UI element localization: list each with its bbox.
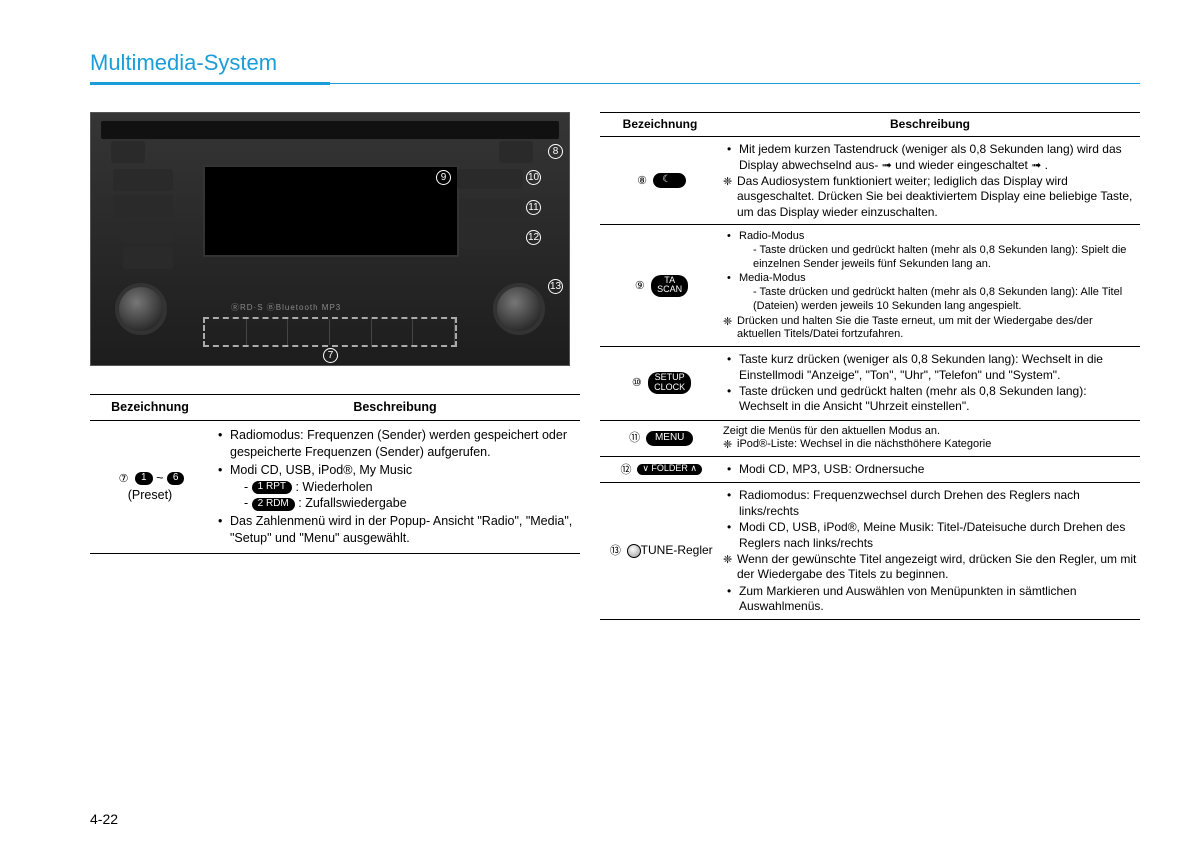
key-menu: MENU — [646, 431, 693, 446]
folder-btn — [459, 229, 523, 249]
power-vol-knob — [115, 283, 167, 335]
dim-button — [499, 141, 533, 163]
r8-snow: Das Audiosystem funktioniert weiter; led… — [723, 174, 1137, 220]
key-1: 1 — [135, 472, 153, 485]
r7-b2a: - 1 RPT : Wiederholen — [230, 479, 576, 496]
cd-slot — [101, 121, 559, 139]
media-btn — [113, 195, 173, 217]
key-ta-scan: TASCAN — [651, 275, 688, 297]
manual-page: Multimedia-System — [0, 0, 1200, 650]
tune-label: TUNE-Regler — [641, 544, 713, 558]
display-screen — [203, 165, 459, 257]
th-desc-r: Beschreibung — [720, 113, 1140, 137]
setup-clock-btn — [489, 169, 523, 189]
r9-b2a: Taste drücken und gedrückt halten (mehr … — [739, 286, 1137, 314]
row-12: ⑫ ∨ FOLDER ∧ Modi CD, MP3, USB: Ordnersu… — [600, 457, 1140, 483]
row-13: ⑬ TUNE-Regler Radiomodus: Frequenzwechse… — [600, 483, 1140, 620]
callout-7: 7 — [323, 347, 338, 363]
num-10: ⑩ — [629, 375, 645, 391]
tilde: ~ — [156, 471, 163, 485]
num-12: ⑫ — [618, 462, 634, 478]
r7-b2: Modi CD, USB, iPod®, My Music - 1 RPT : … — [218, 462, 576, 513]
r13-b3: Zum Markieren und Auswählen von Menüpunk… — [727, 584, 1137, 615]
row-12-desc: Modi CD, MP3, USB: Ordnersuche — [720, 457, 1140, 483]
right-table: Bezeichnung Beschreibung ⑧ ☾ Mit jede — [600, 112, 1140, 620]
title-rule — [90, 82, 1140, 84]
num-9: ⑨ — [632, 278, 648, 294]
r9-b1: Radio-Modus Taste drücken und gedrückt h… — [727, 230, 1137, 271]
callout-11: 11 — [526, 199, 541, 215]
row-11-desc: Zeigt die Menüs für den aktuellen Modus … — [720, 420, 1140, 457]
row-10: ⑩ SETUPCLOCK Taste kurz drücken (weniger… — [600, 347, 1140, 420]
preset-label: (Preset) — [128, 488, 172, 502]
r10-b2: Taste drücken und gedrückt halten (mehr … — [727, 384, 1137, 415]
row-13-label: ⑬ TUNE-Regler — [600, 483, 720, 620]
callout-10: 10 — [526, 169, 541, 185]
r7-b2b: - 2 RDM : Zufallswiedergabe — [230, 495, 576, 512]
left-table: Bezeichnung Beschreibung ⑦ 1 ~ 6 (Preset… — [90, 394, 580, 554]
callout-13: 13 — [548, 278, 563, 294]
row-11: ⑪ MENU Zeigt die Menüs für den aktuellen… — [600, 420, 1140, 457]
r11-snow: iPod®-Liste: Wechsel in die nächsthöhere… — [723, 438, 1137, 452]
r9-b1a: Taste drücken und gedrückt halten (mehr … — [739, 244, 1137, 272]
num-7: ⑦ — [116, 471, 132, 487]
th-name-r: Bezeichnung — [600, 113, 720, 137]
radio-logos: ⓇRD·S ⒷBluetooth MP3 — [231, 302, 341, 313]
row-10-label: ⑩ SETUPCLOCK — [600, 347, 720, 420]
tune-knob — [493, 283, 545, 335]
page-number: 4-22 — [90, 811, 118, 827]
content-columns: ⓇRD·S ⒷBluetooth MP3 8 9 10 11 12 13 7 B… — [90, 112, 1140, 620]
seek-btn — [123, 247, 173, 269]
row-7: ⑦ 1 ~ 6 (Preset) Radiomodus: Frequenzen … — [90, 420, 580, 553]
row-7-label: ⑦ 1 ~ 6 (Preset) — [90, 420, 210, 553]
th-desc: Beschreibung — [210, 395, 580, 421]
tune-knob-icon — [627, 544, 641, 558]
row-8-label: ⑧ ☾ — [600, 137, 720, 225]
r8-b1: Mit jedem kurzen Tastendruck (weniger al… — [727, 142, 1137, 173]
r10-b1: Taste kurz drücken (weniger als 0,8 Seku… — [727, 352, 1137, 383]
menu-btn — [459, 199, 523, 219]
row-13-desc: Radiomodus: Frequenzwechsel durch Drehen… — [720, 483, 1140, 620]
r13-snow: Wenn der gewünschte Titel angezeigt wird… — [723, 552, 1137, 583]
r7-b1: Radiomodus: Frequenzen (Sender) werden g… — [218, 427, 576, 461]
row-11-label: ⑪ MENU — [600, 420, 720, 457]
key-folder: ∨ FOLDER ∧ — [637, 464, 702, 475]
preset-buttons — [203, 317, 457, 347]
row-10-desc: Taste kurz drücken (weniger als 0,8 Seku… — [720, 347, 1140, 420]
th-name: Bezeichnung — [90, 395, 210, 421]
r9-b2: Media-Modus Taste drücken und gedrückt h… — [727, 272, 1137, 313]
r13-b1: Radiomodus: Frequenzwechsel durch Drehen… — [727, 488, 1137, 519]
num-13: ⑬ — [607, 543, 623, 559]
phone-btn — [123, 221, 173, 243]
row-12-label: ⑫ ∨ FOLDER ∧ — [600, 457, 720, 483]
num-11: ⑪ — [627, 430, 643, 446]
ta-scan-btn — [457, 169, 491, 189]
key-setup-clock: SETUPCLOCK — [648, 372, 691, 394]
r7-b3: Das Zahlenmenü wird in der Popup- Ansich… — [218, 513, 576, 547]
r13-b2: Modi CD, USB, iPod®, Meine Musik: Titel-… — [727, 520, 1137, 551]
callout-8: 8 — [548, 143, 563, 159]
right-column: Bezeichnung Beschreibung ⑧ ☾ Mit jede — [600, 112, 1140, 620]
r12-b1: Modi CD, MP3, USB: Ordnersuche — [727, 462, 1137, 477]
r9-snow: Drücken und halten Sie die Taste erneut,… — [723, 315, 1137, 343]
row-9-label: ⑨ TASCAN — [600, 225, 720, 347]
row-8: ⑧ ☾ Mit jedem kurzen Tastendruck (wenige… — [600, 137, 1140, 225]
radio-btn — [113, 169, 173, 191]
radio-illustration: ⓇRD·S ⒷBluetooth MP3 8 9 10 11 12 13 7 — [90, 112, 570, 366]
num-8: ⑧ — [634, 173, 650, 189]
row-9-desc: Radio-Modus Taste drücken und gedrückt h… — [720, 225, 1140, 347]
left-column: ⓇRD·S ⒷBluetooth MP3 8 9 10 11 12 13 7 B… — [90, 112, 580, 620]
row-8-desc: Mit jedem kurzen Tastendruck (weniger al… — [720, 137, 1140, 225]
r11-line: Zeigt die Menüs für den aktuellen Modus … — [723, 425, 1137, 439]
callout-9: 9 — [436, 169, 451, 185]
key-moon: ☾ — [653, 173, 686, 188]
row-7-desc: Radiomodus: Frequenzen (Sender) werden g… — [210, 420, 580, 553]
eject-button — [111, 141, 145, 163]
row-9: ⑨ TASCAN Radio-Modus Taste drücken und g… — [600, 225, 1140, 347]
key-6: 6 — [167, 472, 185, 485]
section-title: Multimedia-System — [90, 50, 1140, 76]
callout-12: 12 — [526, 229, 541, 245]
